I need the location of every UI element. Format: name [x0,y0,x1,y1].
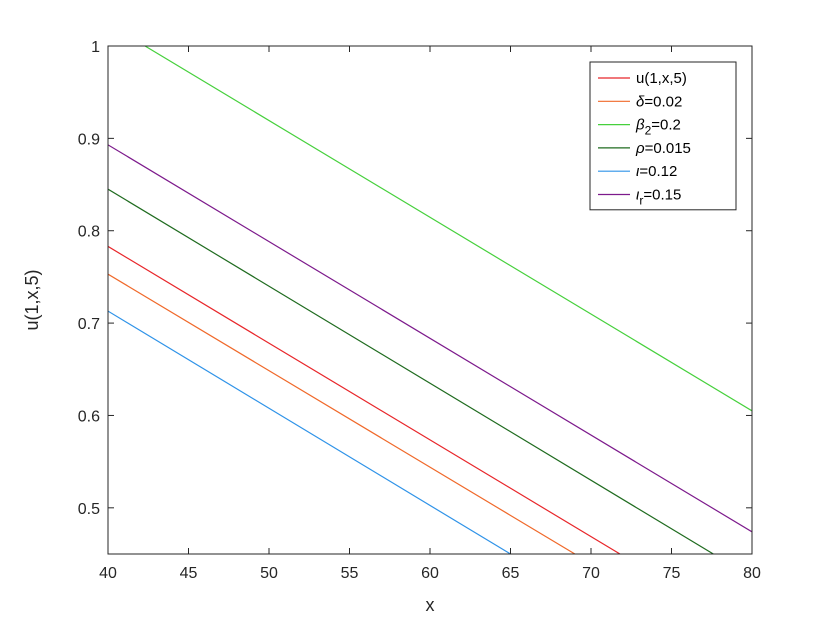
axes-layer: 40 45 50 55 60 65 70 75 80 0.5 0.6 0.7 0.8 0.9 1 [78,39,761,582]
x-tick-label: 75 [663,565,681,582]
y-tick-label: 1 [91,39,100,56]
x-tick-label: 80 [743,565,761,582]
series-line-3 [144,46,752,412]
legend-box [589,61,737,211]
legend-label-2: δ=0.02 [636,93,682,110]
y-axis-label: u(1,x,5) [22,269,42,330]
y-tick-label: 0.9 [78,131,100,148]
x-tick-label: 65 [502,565,520,582]
y-tick-label: 0.7 [78,316,100,333]
y-tick-label: 0.8 [78,224,100,241]
y-tick-label: 0.5 [78,501,100,518]
series-line-1 [108,245,621,554]
legend-label-5: ι=0.12 [636,163,677,180]
x-tick-label: 40 [99,565,117,582]
x-tick-label: 50 [260,565,278,582]
legend-label-1: u(1,x,5) [636,70,687,87]
legend: u(1,x,5) δ=0.02 β2=0.2 ρ=0.015 ι=0.12 ιr=0.15 [589,61,737,211]
x-tick-label: 55 [341,565,359,582]
series-line-5 [108,310,511,554]
x-tick-label: 45 [180,565,198,582]
legend-label-6: ιr=0.15 [636,187,681,208]
legend-label-3: β2=0.2 [635,117,681,138]
series-line-6 [108,144,752,533]
series-line-4 [108,188,714,554]
x-tick-label: 70 [582,565,600,582]
x-tick-label: 60 [421,565,439,582]
legend-label-4: ρ=0.015 [635,140,691,157]
x-axis-label: x [426,595,435,615]
series-line-2 [108,273,576,554]
y-tick-label: 0.6 [78,408,100,425]
series-layer [108,46,752,554]
